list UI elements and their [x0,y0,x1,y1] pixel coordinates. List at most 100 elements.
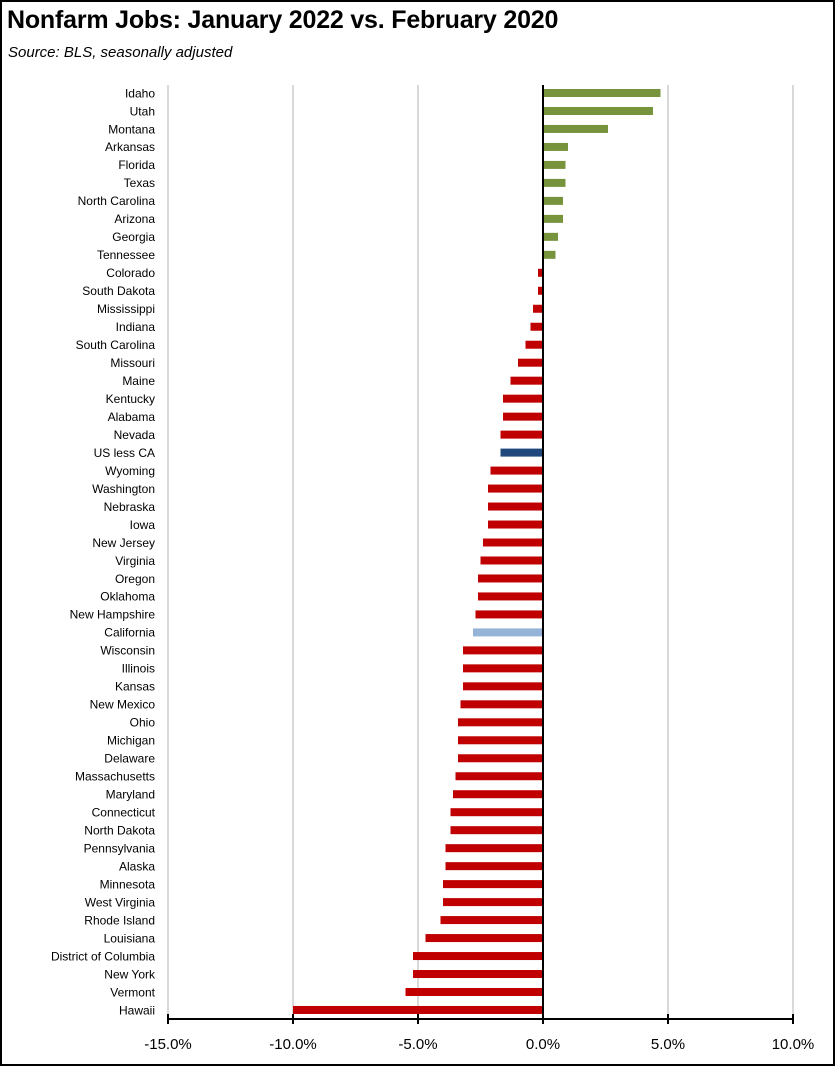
bar [478,574,543,583]
category-label: New Mexico [90,698,156,712]
category-label: West Virginia [85,895,156,909]
category-label: Maine [122,374,155,388]
bar [463,682,543,691]
x-tick-label: -5.0% [398,1036,437,1053]
category-label: Nevada [114,428,156,442]
x-tick-label: 10.0% [772,1036,815,1053]
category-label: New Hampshire [70,608,156,622]
category-label: Kansas [115,680,155,694]
x-tick-label: 5.0% [651,1036,685,1053]
bar [518,358,543,367]
bar [543,106,653,115]
bar [475,610,543,619]
bar [458,736,543,745]
bar [463,646,543,655]
bar [480,556,543,565]
category-label: District of Columbia [51,949,155,963]
bar [488,520,543,529]
category-label: Ohio [130,716,156,730]
category-label: Colorado [106,266,155,280]
bar [445,862,543,871]
bar [473,628,543,637]
category-label: Florida [118,158,155,172]
chart-title: Nonfarm Jobs: January 2022 vs. February … [7,6,559,34]
bar [500,448,543,457]
bar [405,988,543,996]
bar [450,808,543,817]
category-label: Oklahoma [100,590,155,604]
gridlines [167,85,794,1019]
bar [488,502,543,511]
bar [543,196,563,205]
category-label: Georgia [112,230,155,244]
category-label: South Dakota [82,284,155,298]
bar [463,664,543,673]
bar [543,232,558,241]
category-label: Arizona [114,212,155,226]
category-label: Alabama [108,410,156,424]
bar [460,700,543,709]
bars [293,89,661,1014]
x-axis: -15.0% -10.0% -5.0% 0.0% 5.0% 10.0% [144,85,814,1053]
bar [488,484,543,493]
category-label: Kentucky [106,392,155,406]
category-label: North Dakota [84,823,155,837]
bar [538,268,543,277]
bar [455,772,543,781]
category-label: Minnesota [100,877,156,891]
category-label: Maryland [106,788,155,802]
x-tick-label: 0.0% [526,1036,560,1053]
bar [445,844,543,853]
category-label: Alaska [119,859,155,873]
category-label: US less CA [94,446,155,460]
bar [543,124,608,133]
bar [443,898,543,907]
category-label: Connecticut [92,806,156,820]
category-label: Arkansas [105,140,155,154]
category-label: Wyoming [105,464,155,478]
bar [543,160,566,169]
bar [483,538,543,547]
bar [543,250,556,259]
bar [453,790,543,799]
category-label: Nebraska [104,500,156,514]
bar [490,466,543,475]
bar [510,376,543,385]
bar [478,592,543,601]
category-label: Virginia [115,554,155,568]
bar [500,430,543,439]
category-label: Utah [130,104,155,118]
category-label: Iowa [130,518,156,532]
category-label: Idaho [125,86,155,100]
category-label: California [104,626,155,640]
bar [425,934,543,943]
category-label: Delaware [104,752,155,766]
bar [413,952,543,961]
category-label: Illinois [122,662,155,676]
bar [413,970,543,979]
category-label: Montana [108,122,155,136]
bar [440,916,543,925]
chart-subtitle: Source: BLS, seasonally adjusted [8,44,233,61]
category-label: Mississippi [97,302,155,316]
bar [543,89,661,97]
bar [538,286,543,295]
category-label: Oregon [115,572,155,586]
category-labels: Idaho Utah Montana Arkansas Florida Texas Nort… [51,86,156,1017]
bar [458,718,543,727]
x-tick-label: -10.0% [269,1036,317,1053]
category-label: Indiana [116,320,156,334]
bar [543,142,568,151]
category-label: Hawaii [119,1003,155,1017]
bar [458,754,543,763]
bar [443,880,543,889]
category-label: New York [104,967,156,981]
category-label: Washington [92,482,155,496]
category-label: North Carolina [78,194,156,208]
bar [503,394,543,403]
category-label: Rhode Island [84,913,155,927]
x-tick-label: -15.0% [144,1036,192,1053]
bar [533,304,543,313]
bar [525,340,543,349]
